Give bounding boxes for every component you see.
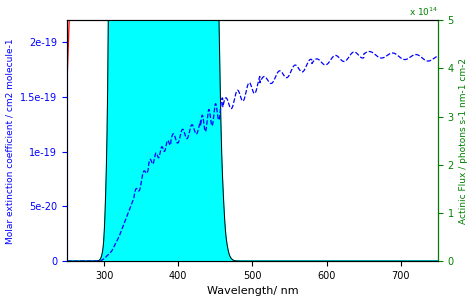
Y-axis label: Molar extinction coefficient / cm2 molecule-1: Molar extinction coefficient / cm2 molec…: [6, 38, 15, 243]
Y-axis label: Actinic Flux / photons s-1 nm-1 cm-2: Actinic Flux / photons s-1 nm-1 cm-2: [459, 58, 468, 224]
Text: x 10$^{14}$: x 10$^{14}$: [409, 5, 438, 18]
X-axis label: Wavelength/ nm: Wavelength/ nm: [207, 286, 298, 297]
